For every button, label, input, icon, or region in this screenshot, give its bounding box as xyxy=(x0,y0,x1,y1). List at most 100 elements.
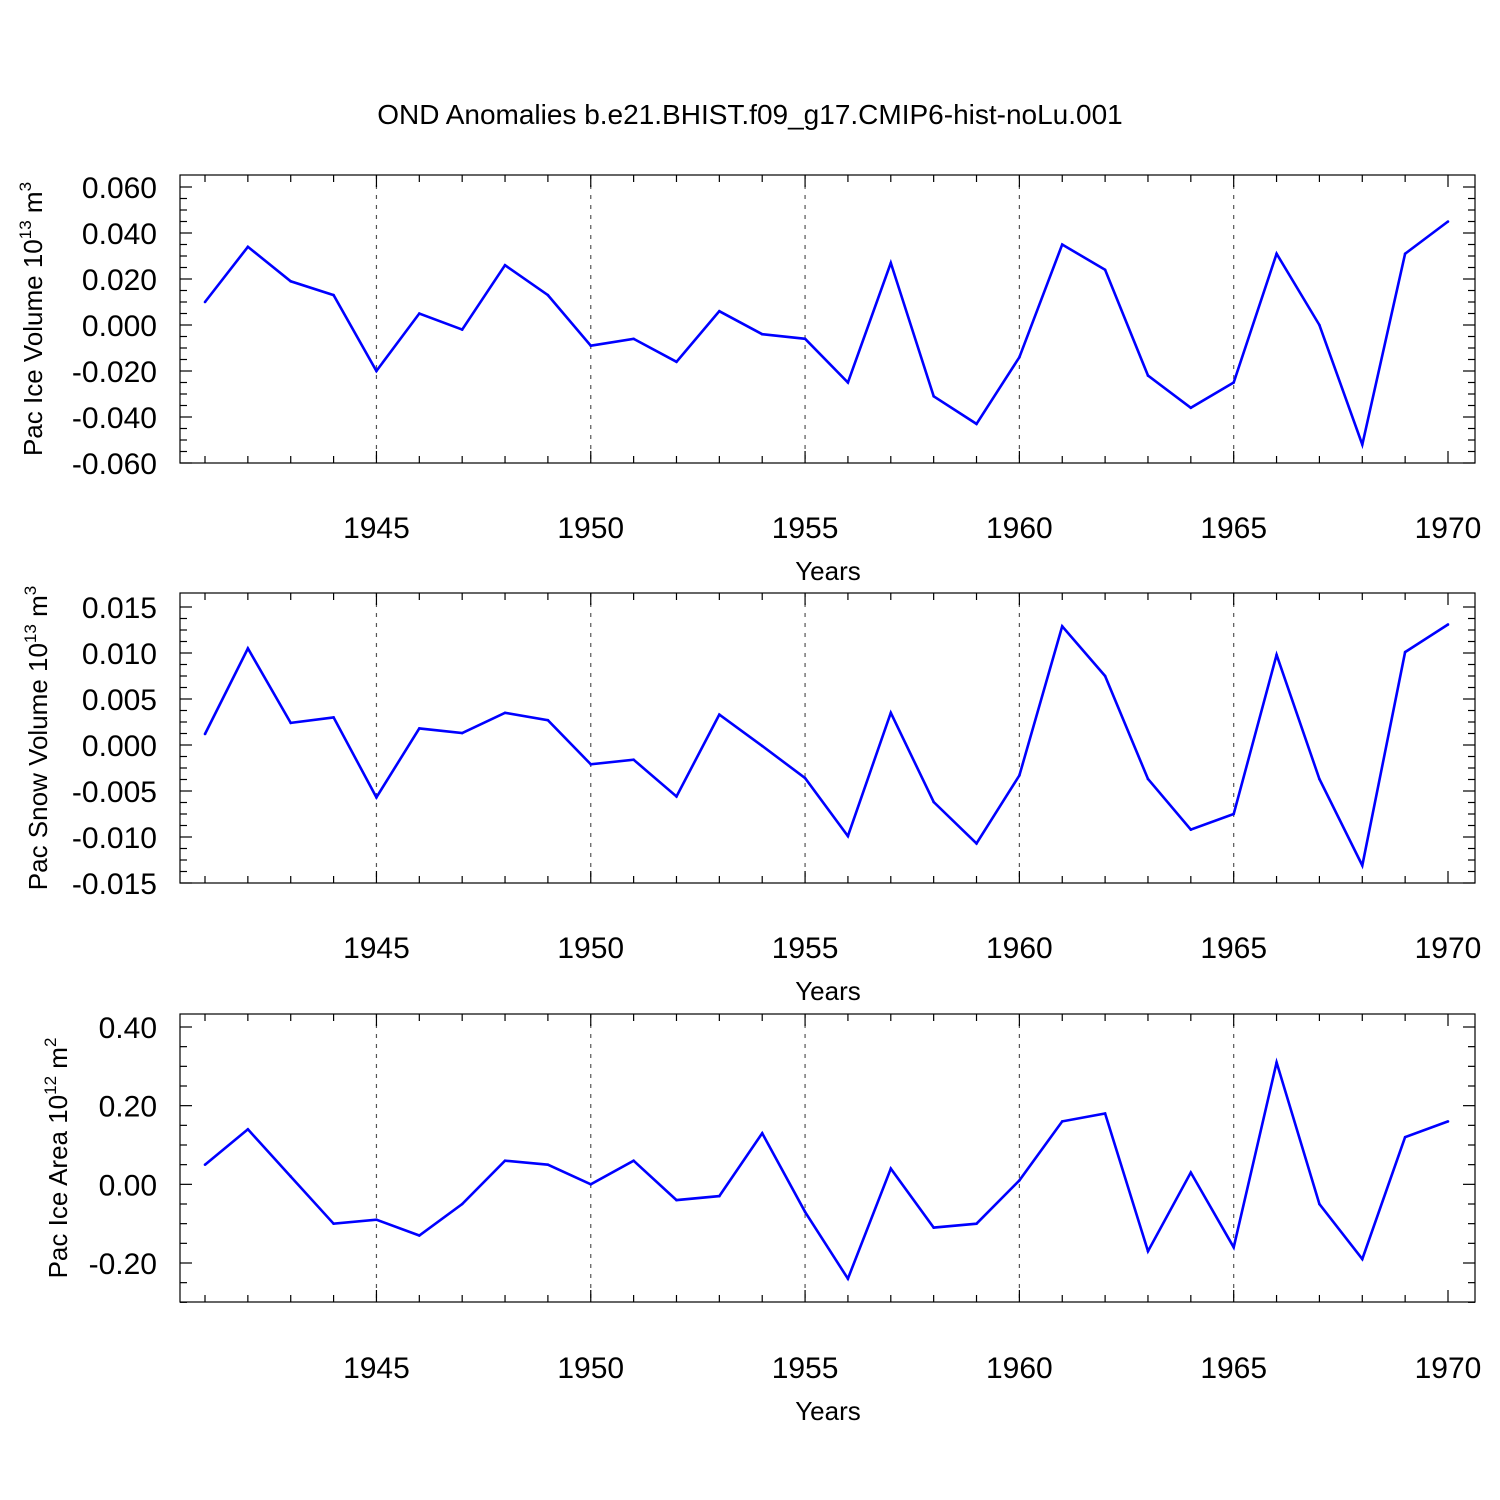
data-point xyxy=(1446,1120,1450,1123)
data-point xyxy=(375,369,378,373)
data-point xyxy=(1146,374,1150,377)
figure-title: OND Anomalies b.e21.BHIST.f09_g17.CMIP6-… xyxy=(377,99,1123,130)
y-tick-label: -0.010 xyxy=(72,822,157,855)
data-point xyxy=(975,842,978,845)
y-tick-label: -0.005 xyxy=(72,776,157,809)
data-point xyxy=(503,263,507,267)
data-point xyxy=(375,1218,378,1222)
data-point xyxy=(375,796,378,799)
x-tick-label: 1960 xyxy=(986,932,1053,965)
y-tick-label: 0.020 xyxy=(82,264,157,297)
data-point xyxy=(1446,623,1450,626)
data-point xyxy=(760,744,764,748)
x-axis-label: Years xyxy=(795,556,861,586)
x-tick-label: 1955 xyxy=(772,512,839,545)
data-point xyxy=(1146,777,1150,781)
y-axis-label-part: 13 xyxy=(16,220,35,239)
series-line xyxy=(203,220,1449,450)
y-tick-label: 0.000 xyxy=(82,310,157,343)
y-tick-label: 0.40 xyxy=(99,1012,157,1045)
x-tick-label: 1945 xyxy=(343,512,410,545)
data-point xyxy=(889,261,893,265)
y-tick-label: 0.015 xyxy=(82,592,157,625)
data-point xyxy=(632,758,635,762)
data-point xyxy=(675,1198,678,1202)
series-line xyxy=(203,623,1449,870)
y-tick-label: -0.015 xyxy=(72,868,157,901)
x-tick-label: 1970 xyxy=(1415,512,1482,545)
x-tick-label: 1955 xyxy=(772,1352,839,1385)
y-axis-label-part: 2 xyxy=(41,1038,60,1047)
data-point xyxy=(546,293,550,297)
chart-panel-3: -0.20 0.00 0.20 0.40 1945 1950 1955 1960 1965 197… xyxy=(41,1012,1481,1426)
chart-panel-2: -0.015 -0.010 -0.005 0.000 0.005 0.010 0.015 19… xyxy=(21,586,1481,1006)
data-point xyxy=(846,381,850,384)
data-point xyxy=(289,280,293,283)
data-point xyxy=(632,337,635,341)
data-point xyxy=(332,716,335,719)
data-point xyxy=(589,763,593,766)
x-tick-label: 1965 xyxy=(1200,512,1267,545)
y-tick-label: -0.020 xyxy=(72,356,157,389)
y-axis-label: Pac Ice Area 1012 m2 xyxy=(41,1038,73,1279)
y-axis-label-part: 12 xyxy=(41,1076,60,1095)
y-axis-label-part: 3 xyxy=(21,586,40,595)
data-point xyxy=(675,360,678,364)
x-tick-label: 1970 xyxy=(1415,932,1482,965)
y-axis-label-part: 13 xyxy=(21,624,40,643)
data-point xyxy=(675,795,678,798)
data-point xyxy=(1446,220,1450,223)
data-point xyxy=(289,721,293,725)
y-tick-label: 0.20 xyxy=(99,1091,157,1124)
data-point xyxy=(803,337,807,341)
y-tick-label: 0.00 xyxy=(99,1169,157,1202)
data-point xyxy=(589,1183,593,1186)
x-tick-label: 1955 xyxy=(772,932,839,965)
data-point xyxy=(460,731,464,735)
data-point xyxy=(1403,1135,1407,1139)
x-tick-label: 1950 xyxy=(557,932,624,965)
data-point xyxy=(803,1210,807,1214)
data-point xyxy=(632,1159,635,1163)
data-point xyxy=(1318,1202,1321,1206)
y-tick-label: 0.000 xyxy=(82,730,157,763)
x-tick-label: 1950 xyxy=(557,512,624,545)
data-point xyxy=(1318,323,1321,327)
y-axis-label-part: 3 xyxy=(16,182,35,191)
plot-frame xyxy=(179,592,1476,884)
data-point xyxy=(975,1222,978,1225)
x-tick-label: 1965 xyxy=(1200,1352,1267,1385)
y-axis-label-part: m xyxy=(43,1047,73,1076)
data-point xyxy=(1403,650,1407,654)
data-point xyxy=(1018,1179,1021,1182)
data-point xyxy=(1060,1120,1064,1123)
data-point xyxy=(1103,674,1107,678)
data-point xyxy=(246,1127,250,1131)
data-point xyxy=(718,309,721,313)
data-point xyxy=(203,732,207,736)
data-point xyxy=(289,1175,293,1178)
data-point xyxy=(246,245,250,249)
x-axis-label: Years xyxy=(795,1396,861,1426)
data-point xyxy=(932,1226,935,1229)
data-point xyxy=(1189,828,1193,831)
data-point xyxy=(1060,243,1064,246)
x-axis-label: Years xyxy=(795,976,861,1006)
data-point xyxy=(846,1277,850,1281)
y-tick-label: 0.010 xyxy=(82,638,157,671)
y-axis-label-part: m xyxy=(23,595,53,624)
data-point xyxy=(418,1234,421,1237)
y-tick-label: -0.060 xyxy=(72,448,157,481)
data-point xyxy=(503,1159,507,1163)
data-point xyxy=(1360,1257,1364,1261)
data-point xyxy=(1189,406,1193,410)
y-axis-label-part: Pac Snow Volume 10 xyxy=(23,643,53,890)
data-point xyxy=(975,422,978,426)
data-point xyxy=(803,776,807,780)
data-point xyxy=(1232,381,1235,384)
data-point xyxy=(846,834,850,838)
data-point xyxy=(332,293,335,297)
data-point xyxy=(589,344,593,348)
data-point xyxy=(503,711,507,715)
